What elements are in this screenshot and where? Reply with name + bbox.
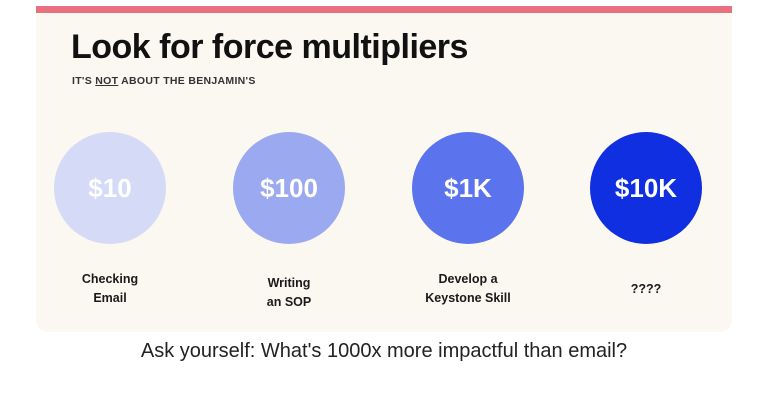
subtitle-suffix: ABOUT THE BENJAMIN'S bbox=[118, 75, 256, 87]
tier-label-line: Email bbox=[93, 291, 127, 305]
subtitle-emphasis: NOT bbox=[95, 75, 119, 87]
tier-amount: $10 bbox=[88, 172, 132, 203]
tier-10k: $10K ???? bbox=[589, 132, 703, 299]
slide-title: Look for force multipliers bbox=[71, 28, 468, 66]
tier-circle: $1K bbox=[412, 132, 524, 244]
tier-label: Checking Email bbox=[45, 270, 175, 308]
tier-amount: $100 bbox=[260, 172, 318, 203]
slide-subtitle: IT'S NOT ABOUT THE BENJAMIN'S bbox=[72, 75, 256, 87]
slide-card: Look for force multipliers IT'S NOT ABOU… bbox=[36, 6, 732, 332]
tier-amount: $10K bbox=[614, 172, 678, 203]
subtitle-prefix: IT'S bbox=[72, 75, 96, 87]
tier-label-line: Checking bbox=[81, 272, 139, 286]
accent-bar bbox=[36, 6, 732, 13]
tier-amount: $1K bbox=[444, 172, 492, 203]
tier-circle: $10 bbox=[54, 132, 166, 244]
tier-circle: $100 bbox=[233, 132, 345, 244]
tier-circle: $10K bbox=[590, 132, 702, 244]
tier-label-line: Develop a bbox=[438, 272, 498, 286]
tier-label: Develop a Keystone Skill bbox=[403, 270, 533, 308]
tier-100: $100 Writing an SOP bbox=[232, 132, 346, 312]
tier-label-line: an SOP bbox=[266, 295, 312, 309]
tier-label: Writing an SOP bbox=[224, 274, 354, 312]
tier-1k: $1K Develop a Keystone Skill bbox=[411, 132, 525, 308]
tier-label-line: Keystone Skill bbox=[425, 291, 511, 305]
tier-label-line: Writing bbox=[267, 276, 311, 290]
footer-question: Ask yourself: What's 1000x more impactfu… bbox=[140, 340, 628, 362]
tier-label: ???? bbox=[581, 280, 711, 299]
tier-label-line: ???? bbox=[630, 282, 662, 296]
tier-10: $10 Checking Email bbox=[53, 132, 167, 308]
